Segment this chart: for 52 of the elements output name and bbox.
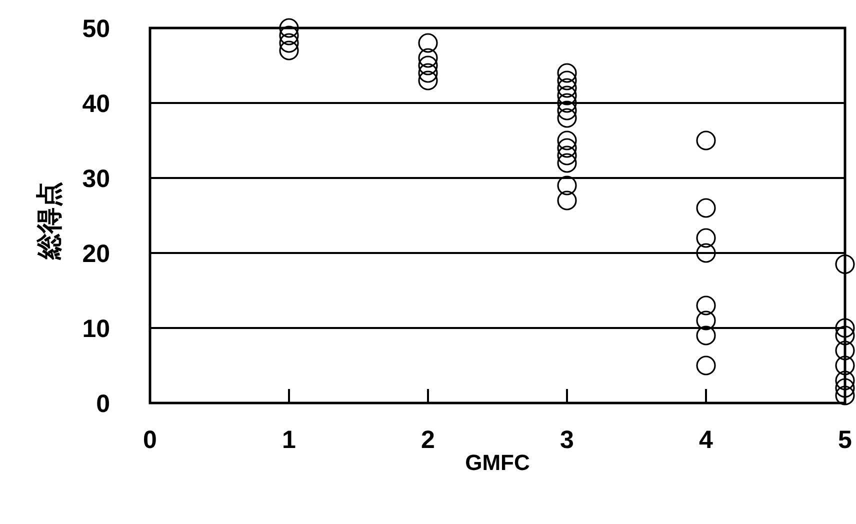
x-axis-title: GMFC: [465, 450, 530, 475]
point: [835, 370, 855, 390]
point: [557, 78, 577, 98]
point: [557, 146, 577, 166]
point: [279, 26, 299, 46]
point: [279, 33, 299, 53]
point: [696, 228, 716, 248]
point: [835, 378, 855, 398]
point: [696, 310, 716, 330]
point: [835, 318, 855, 338]
point: [418, 56, 438, 76]
y-axis-title: 総得点: [35, 182, 65, 260]
point: [696, 198, 716, 218]
y-tick-label: 40: [82, 90, 110, 118]
y-tick-label: 30: [82, 165, 110, 193]
y-tick-label: 10: [82, 315, 110, 343]
point: [696, 326, 716, 346]
point: [557, 138, 577, 158]
point: [557, 108, 577, 128]
point: [835, 386, 855, 406]
x-tick-label: 1: [282, 426, 296, 454]
x-tick-label: 0: [143, 426, 157, 454]
point: [835, 254, 855, 274]
x-tick-label: 4: [699, 426, 714, 454]
point: [557, 100, 577, 120]
point: [835, 340, 855, 360]
point: [696, 243, 716, 263]
x-tick-label: 2: [421, 426, 435, 454]
point: [279, 40, 299, 60]
y-tick-label: 20: [82, 240, 110, 268]
point: [557, 86, 577, 106]
y-tick-label: 0: [96, 390, 110, 418]
x-tick-label: 3: [560, 426, 574, 454]
point: [696, 296, 716, 316]
point: [696, 130, 716, 150]
point: [279, 18, 299, 38]
point: [418, 33, 438, 53]
y-tick-label: 50: [82, 15, 110, 43]
point: [418, 70, 438, 90]
point: [557, 153, 577, 173]
point: [835, 326, 855, 346]
point: [835, 356, 855, 376]
point: [557, 190, 577, 210]
point: [557, 70, 577, 90]
point: [418, 48, 438, 68]
point: [557, 176, 577, 196]
x-tick-label: 5: [838, 426, 852, 454]
point: [557, 63, 577, 83]
point: [418, 63, 438, 83]
point: [696, 356, 716, 376]
point: [557, 130, 577, 150]
point: [557, 93, 577, 113]
